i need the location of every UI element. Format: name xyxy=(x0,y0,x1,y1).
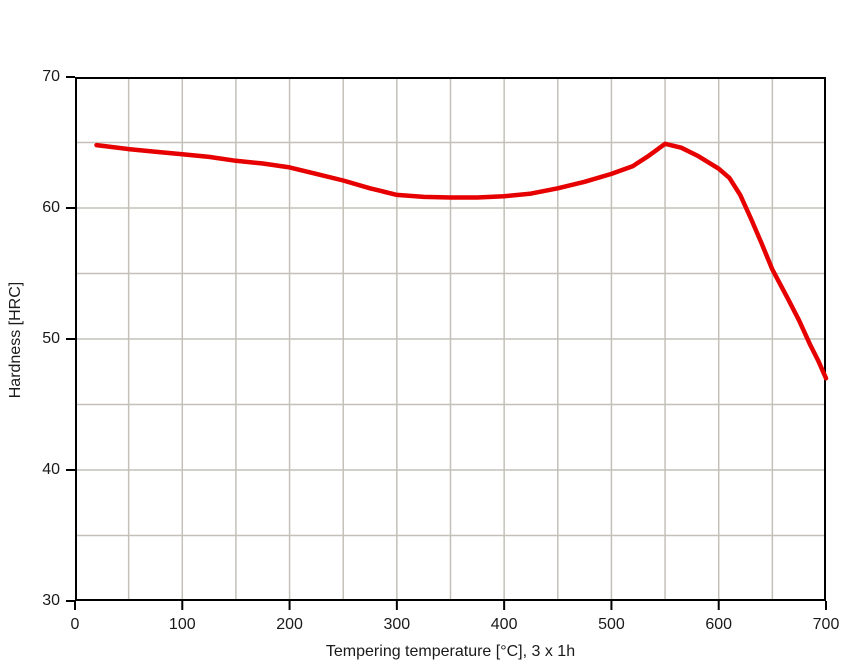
x-tick-label: 600 xyxy=(705,616,733,633)
y-tick-label: 30 xyxy=(42,592,60,609)
x-tick-label: 400 xyxy=(490,616,518,633)
plot-area xyxy=(66,76,829,610)
x-tick-label: 500 xyxy=(598,616,625,633)
y-tick-label: 50 xyxy=(42,330,60,347)
plot-border xyxy=(75,77,826,601)
x-tick-label: 0 xyxy=(70,616,80,633)
x-axis-title: Tempering temperature [°C], 3 x 1h xyxy=(325,643,576,660)
x-tick-label: 700 xyxy=(812,616,840,633)
y-tick-label: 60 xyxy=(42,199,60,216)
y-tick-label: 40 xyxy=(42,461,60,478)
x-tick-label: 300 xyxy=(383,616,411,633)
y-axis-title: Hardness [HRC] xyxy=(7,281,24,399)
hardness-vs-tempering-temperature-curve xyxy=(94,141,829,381)
x-tick-label: 100 xyxy=(168,616,196,633)
y-tick-label: 70 xyxy=(42,68,60,85)
x-tick-label: 200 xyxy=(276,616,303,633)
